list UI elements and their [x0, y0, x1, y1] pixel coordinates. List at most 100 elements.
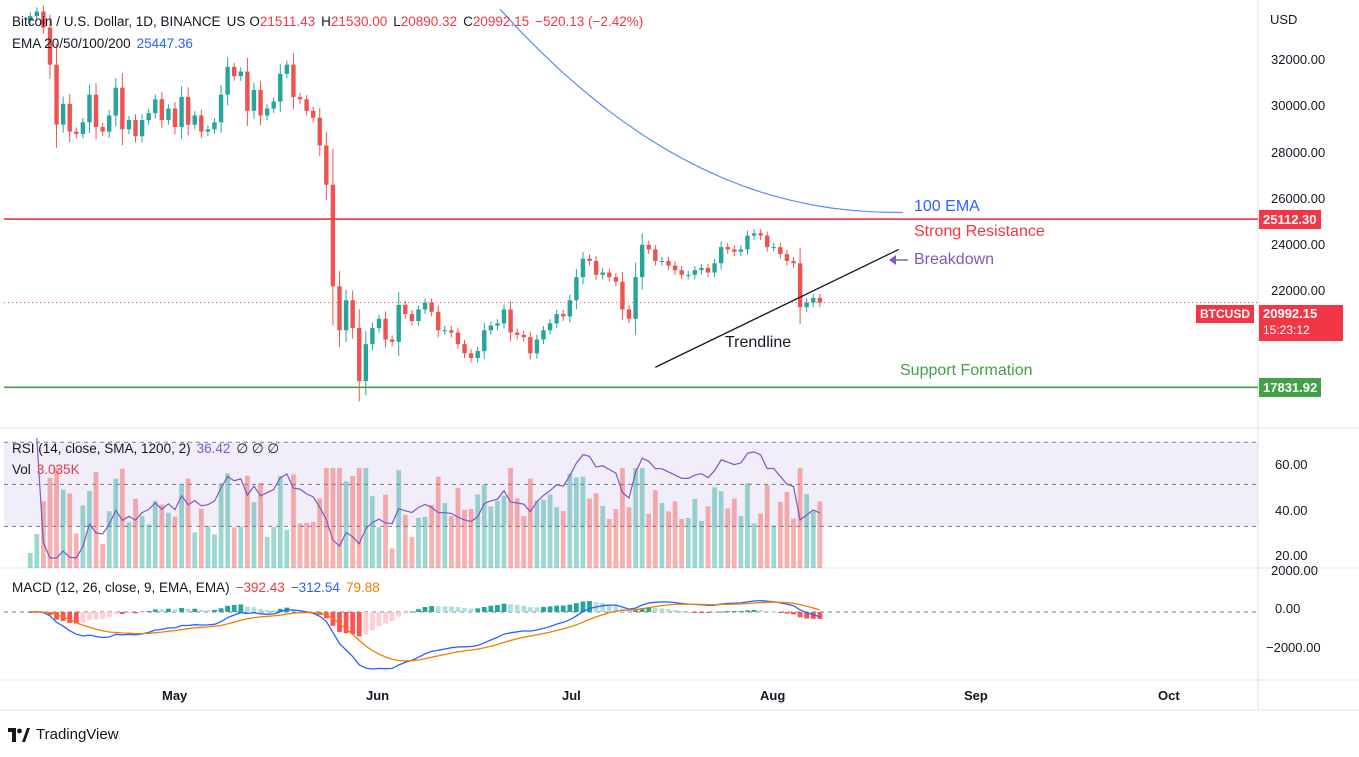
- volume-bar: [402, 514, 408, 568]
- volume-bar: [784, 491, 790, 568]
- volume-bar: [580, 476, 586, 568]
- candle-body: [271, 101, 276, 109]
- market-status: US: [226, 14, 246, 29]
- candle-body: [389, 339, 395, 342]
- macd-hist-bar: [626, 611, 632, 613]
- hist-value: 79.88: [345, 580, 380, 595]
- macd-hist-bar: [113, 612, 119, 614]
- volume-bar: [337, 468, 342, 568]
- candle-body: [574, 277, 579, 301]
- volume-bar: [514, 498, 520, 568]
- macd-hist-bar: [495, 604, 500, 612]
- macd-hist-bar: [580, 601, 586, 612]
- candle-body: [370, 327, 375, 345]
- macd-hist-bar: [514, 605, 520, 612]
- macd-hist-bar: [139, 612, 145, 613]
- price-tick: 32000.00: [1271, 52, 1326, 67]
- candle-body: [725, 247, 730, 250]
- volume-bar: [185, 478, 191, 568]
- month-label: Jul: [562, 688, 581, 703]
- high-value: 21530.00: [330, 14, 388, 29]
- macd-hist-bar: [277, 608, 283, 612]
- volume-bar: [376, 527, 382, 568]
- macd-hist-bar: [212, 609, 217, 612]
- candle-body: [455, 332, 461, 345]
- volume-bar: [554, 507, 560, 568]
- macd-hist-bar: [231, 604, 237, 612]
- volume-bar: [745, 483, 750, 568]
- candle-body: [784, 254, 790, 261]
- candle-body: [547, 323, 553, 331]
- price-tick: 30000.00: [1271, 98, 1326, 113]
- volume-bar: [475, 494, 481, 568]
- volume-bar: [146, 524, 152, 568]
- macd-hist-bar: [791, 612, 796, 615]
- candle-body: [771, 247, 776, 249]
- volume-bar: [659, 503, 665, 568]
- macd-hist-bar: [146, 611, 152, 613]
- volume-bar: [370, 496, 375, 568]
- tradingview-logo[interactable]: TradingView: [8, 726, 119, 743]
- brand-name: TradingView: [36, 726, 119, 743]
- macd-tick: −2000.00: [1266, 640, 1321, 655]
- volume-bar: [613, 508, 619, 568]
- volume-bar: [93, 471, 99, 568]
- macd-hist-bar: [337, 612, 342, 633]
- candle-body: [817, 297, 823, 303]
- volume-bar: [501, 495, 507, 568]
- macd-hist-bar: [376, 612, 382, 627]
- candle-body: [765, 235, 770, 248]
- macd-hist-bar: [185, 608, 191, 612]
- macd-hist-bar: [389, 612, 395, 622]
- candle-body: [350, 300, 355, 328]
- macd-hist-bar: [363, 612, 369, 635]
- candle-body: [718, 247, 724, 264]
- vol-label: Vol: [12, 462, 31, 477]
- candle-body: [541, 330, 546, 340]
- macd-legend: MACD (12, 26, close, 9, EMA, EMA) −392.43…: [12, 580, 386, 595]
- price-tick: 24000.00: [1271, 237, 1326, 252]
- currency-label: USD: [1270, 12, 1298, 27]
- month-label: Aug: [760, 688, 786, 703]
- macd-hist-bar: [448, 606, 454, 612]
- volume-bar: [468, 508, 474, 568]
- candle-body: [41, 11, 46, 28]
- candle-body: [330, 184, 336, 287]
- macd-hist-bar: [383, 612, 388, 624]
- volume-bar: [54, 468, 59, 568]
- volume-bar: [593, 493, 599, 568]
- volume-group: [27, 468, 823, 568]
- volume-bar: [73, 533, 79, 568]
- volume-bar: [297, 523, 303, 568]
- current-price-tag: 20992.15 15:23:12: [1259, 305, 1343, 341]
- breakdown-arrowhead: [889, 255, 896, 265]
- vol-value: 3.035K: [36, 462, 80, 477]
- macd-hist-bar: [534, 607, 540, 612]
- candle-body: [396, 304, 401, 342]
- change-value: −520.13 (−2.42%): [535, 14, 644, 29]
- candle-body: [310, 110, 316, 118]
- volume-bar: [547, 494, 553, 568]
- candle-body: [376, 318, 382, 328]
- volume-bar: [560, 510, 566, 568]
- macd-hist-bar: [554, 605, 560, 612]
- macd-hist-bar: [100, 612, 106, 619]
- macd-hist-bar: [797, 612, 803, 618]
- candle-body: [107, 115, 112, 132]
- macd-hist-bar: [699, 612, 704, 613]
- candle-body: [475, 351, 480, 358]
- candle-body: [462, 344, 467, 354]
- volume-bar: [764, 485, 770, 568]
- candle-body: [238, 71, 243, 77]
- volume-bar: [27, 553, 33, 568]
- candle-body: [554, 314, 559, 324]
- volume-bar: [251, 502, 257, 568]
- rsi-legend: RSI (14, close, SMA, 1200, 2) 36.42 ∅ ∅ ∅: [12, 441, 285, 457]
- candle-body: [436, 311, 441, 331]
- resistance-annotation: Strong Resistance: [914, 223, 1045, 240]
- macd-hist-bar: [508, 604, 513, 612]
- macd-hist-bar: [192, 608, 198, 612]
- candle-body: [317, 117, 322, 146]
- price-tick: 28000.00: [1271, 145, 1326, 160]
